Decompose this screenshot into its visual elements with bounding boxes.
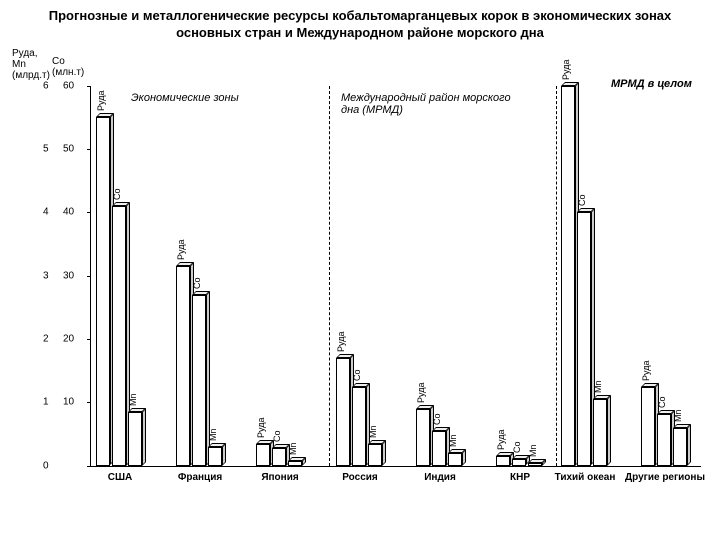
bar-side-face [687, 424, 691, 466]
y-label-line: Mn [12, 59, 50, 70]
bar [176, 266, 190, 466]
bar-series-label: Mn [288, 442, 298, 455]
bar [448, 453, 462, 466]
bar [577, 212, 591, 465]
y-tick-left: 0 [43, 460, 49, 471]
bar-series-label: Co [192, 277, 202, 289]
bar [561, 86, 575, 466]
y-label-line: (млн.т) [52, 67, 84, 78]
y-tick-right: 40 [63, 207, 74, 218]
bar-series-label: Руда [561, 59, 571, 79]
bar-series-label: Руда [336, 332, 346, 352]
bar-series-label: Mn [528, 444, 538, 457]
bar-series-label: Руда [256, 417, 266, 437]
y-tick-left: 2 [43, 334, 49, 345]
bar-series-label: Mn [593, 381, 603, 394]
bar [96, 117, 110, 465]
section-divider [556, 86, 557, 466]
x-category-label: Франция [178, 472, 222, 483]
bar [368, 444, 382, 466]
chart-area: Руда, Mn (млрд.т) Co (млн.т) Экономическ… [10, 46, 710, 506]
plot-area: Экономические зоны Международный район м… [90, 86, 701, 467]
bar-series-label: Mn [208, 428, 218, 441]
y-tick-right: 60 [63, 80, 74, 91]
bar-series-label: Mn [673, 409, 683, 422]
bar [128, 412, 142, 466]
y-label-line: (млрд.т) [12, 70, 50, 81]
bar-side-face [382, 440, 386, 466]
bar-series-label: Co [112, 189, 122, 201]
y-tick-left: 4 [43, 207, 49, 218]
bar [352, 387, 366, 466]
bar-series-label: Mn [368, 425, 378, 438]
bar [336, 358, 350, 466]
bar-side-face [607, 395, 611, 466]
bar [512, 459, 526, 465]
chart-title: Прогнозные и металлогенические ресурсы к… [0, 0, 720, 46]
bar [272, 448, 286, 466]
x-category-label: Россия [342, 472, 378, 483]
y-tick-left: 5 [43, 144, 49, 155]
bar-series-label: Руда [496, 430, 506, 450]
section-econ-zones: Экономические зоны [131, 92, 239, 104]
bar [432, 431, 446, 466]
bar [528, 463, 542, 466]
bar [256, 444, 270, 466]
bar-series-label: Co [432, 413, 442, 425]
section-divider [329, 86, 330, 466]
y-tick-right: 50 [63, 144, 74, 155]
bar-series-label: Co [512, 442, 522, 454]
y-tick-right: 10 [63, 397, 74, 408]
bar-series-label: Руда [96, 91, 106, 111]
x-category-label: Тихий океан [555, 472, 616, 483]
bar [192, 295, 206, 466]
y-tick-left: 3 [43, 270, 49, 281]
y-tick-left: 6 [43, 80, 49, 91]
bar-series-label: Руда [416, 382, 426, 402]
y-label-line: Co [52, 56, 84, 67]
bar [657, 414, 671, 466]
x-category-label: КНР [510, 472, 530, 483]
y-axis-left-label: Руда, Mn (млрд.т) [12, 48, 50, 81]
bar [416, 409, 430, 466]
bar-side-face [142, 408, 146, 466]
bar-series-label: Co [352, 369, 362, 381]
x-category-label: Другие регионы [625, 472, 705, 483]
bar-series-label: Руда [641, 360, 651, 380]
section-mrmd: Международный район морского дна (МРМД) [341, 92, 521, 116]
y-tick-left: 1 [43, 397, 49, 408]
y-tick-right: 30 [63, 270, 74, 281]
bar [496, 456, 510, 466]
bar-series-label: Co [272, 431, 282, 443]
bar-side-face [222, 443, 226, 466]
bar-series-label: Mn [128, 393, 138, 406]
x-category-label: Япония [261, 472, 298, 483]
bar-side-face [462, 449, 466, 466]
section-mrmd-total: МРМД в целом [611, 78, 692, 90]
bar [208, 447, 222, 466]
y-axis-right-label: Co (млн.т) [52, 56, 84, 78]
bar [593, 399, 607, 466]
bar [112, 206, 126, 466]
y-label-line: Руда, [12, 48, 50, 59]
bar-series-label: Co [657, 396, 667, 408]
y-tick-right: 20 [63, 334, 74, 345]
bar [288, 461, 302, 466]
bar-series-label: Co [577, 195, 587, 207]
x-category-label: Индия [424, 472, 456, 483]
x-category-label: США [108, 472, 133, 483]
bar [673, 428, 687, 466]
bar-series-label: Руда [176, 240, 186, 260]
bar-series-label: Mn [448, 435, 458, 448]
bar [641, 387, 655, 466]
